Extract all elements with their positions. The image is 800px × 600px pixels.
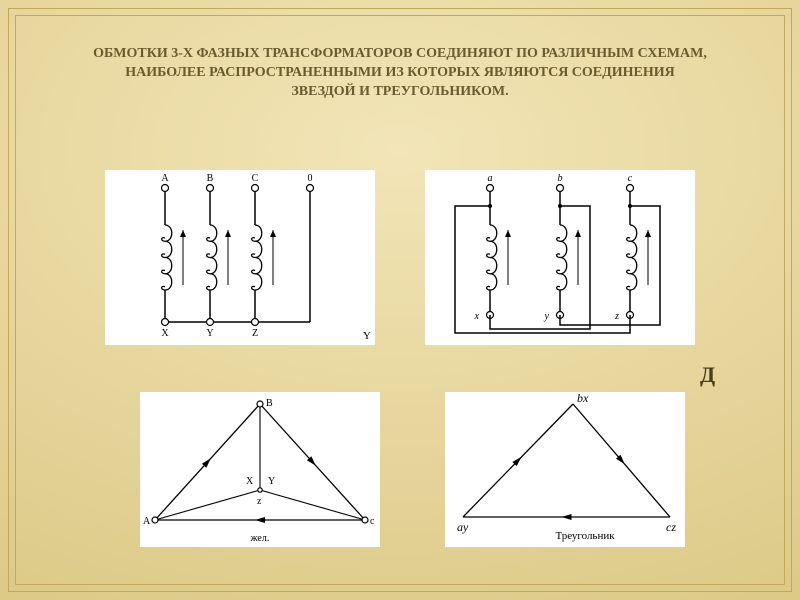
svg-text:0: 0 [308, 173, 313, 184]
svg-text:b: b [558, 173, 563, 184]
page-title: ОБМОТКИ 3-Х ФАЗНЫХ ТРАНСФОРМАТОРОВ СОЕДИ… [60, 45, 740, 102]
svg-text:Z: Z [252, 328, 258, 339]
svg-text:A: A [161, 173, 169, 184]
svg-text:cz: cz [666, 520, 676, 534]
star-vector-panel: X Yz B Ac жел. [140, 392, 380, 547]
svg-text:bx: bx [577, 392, 589, 405]
delta-winding-panel: a x b y c z [425, 170, 695, 345]
svg-text:X: X [246, 476, 254, 487]
svg-text:y: y [544, 311, 550, 322]
svg-text:B: B [266, 398, 273, 409]
slide-content: ОБМОТКИ 3-Х ФАЗНЫХ ТРАНСФОРМАТОРОВ СОЕДИ… [0, 0, 800, 600]
svg-text:z: z [257, 496, 262, 507]
svg-text:жел.: жел. [250, 533, 270, 544]
svg-text:Y: Y [268, 476, 275, 487]
svg-text:X: X [161, 328, 169, 339]
svg-text:c: c [628, 173, 633, 184]
svg-text:A: A [143, 516, 151, 527]
svg-text:x: x [474, 311, 480, 322]
svg-text:a: a [488, 173, 493, 184]
star-winding-panel: A B C 0 X Y Z Y [105, 170, 375, 345]
svg-text:C: C [252, 173, 259, 184]
svg-text:Y: Y [363, 330, 371, 342]
svg-text:c: c [370, 516, 375, 527]
svg-text:B: B [207, 173, 214, 184]
delta-vector-panel: bx ay cz Треугольник [445, 392, 685, 547]
svg-text:Y: Y [206, 328, 213, 339]
svg-text:ay: ay [457, 520, 469, 534]
svg-text:z: z [614, 311, 619, 322]
delta-letter: Д [700, 362, 715, 388]
svg-text:Треугольник: Треугольник [555, 530, 615, 542]
